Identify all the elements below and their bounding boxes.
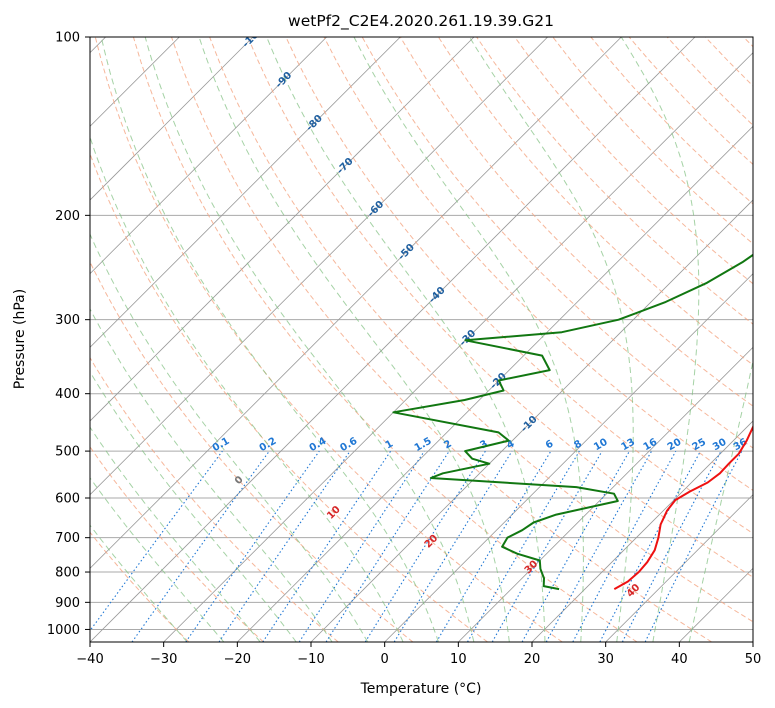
dry-adiabat-line xyxy=(399,37,753,407)
mixing-ratio-line xyxy=(90,450,223,632)
moist-adiabat-line xyxy=(198,37,510,642)
x-tick-label: 30 xyxy=(597,652,614,667)
dry-adiabat-line xyxy=(437,37,753,366)
dry-adiabat-line xyxy=(90,260,414,642)
x-tick-label: −30 xyxy=(150,652,177,667)
dry-adiabat-line xyxy=(90,152,488,642)
mixing-ratio-line xyxy=(185,450,320,642)
plot-frame xyxy=(89,36,754,643)
dry-adiabat-line xyxy=(514,37,753,285)
mixing-ratio-line xyxy=(298,450,425,642)
background-grid xyxy=(90,37,753,642)
y-tick-label: 800 xyxy=(55,566,80,581)
chart-title: wetPf2_C2E4.2020.261.19.39.G21 xyxy=(288,12,554,31)
y-tick-label: 1000 xyxy=(47,623,80,638)
moist-adiabat-line xyxy=(90,232,369,642)
mixing-ratio-line xyxy=(521,450,630,642)
mixing-ratio-label: 4 xyxy=(505,438,517,451)
dry-adiabat-line xyxy=(171,37,712,642)
temperature-line xyxy=(613,424,753,590)
x-tick-label: 10 xyxy=(450,652,467,667)
dry-adiabat-line xyxy=(90,446,264,642)
x-tick-label: −20 xyxy=(224,652,251,667)
y-tick-label: 700 xyxy=(55,531,80,546)
dry-adiabat-line xyxy=(94,37,563,642)
isotherm-line xyxy=(237,125,753,642)
y-axis-ticks: 100 200 300 400 500 600 700 800 900 1000 xyxy=(47,31,90,638)
y-tick-label: 600 xyxy=(55,492,80,507)
dewpoint-line xyxy=(392,253,753,591)
isotherm-line xyxy=(90,37,696,642)
isotherm-line xyxy=(90,37,401,348)
x-tick-label: 50 xyxy=(745,652,762,667)
x-tick-label: 40 xyxy=(671,652,688,667)
sounding-series xyxy=(392,253,753,591)
isotherm-line xyxy=(90,37,475,422)
dry-adiabat-line xyxy=(132,37,638,642)
isotherm-line xyxy=(531,420,753,642)
x-axis-ticks: −40 −30 −20 −10 0 10 20 30 40 50 xyxy=(76,642,761,667)
moist-adiabat-line xyxy=(90,476,225,642)
mixing-ratio-label: 2 xyxy=(442,438,454,451)
moist-adiabat-line xyxy=(620,37,700,642)
isotherm-line xyxy=(605,494,753,642)
y-axis-title: Pressure (hPa) xyxy=(12,289,28,389)
isotherm-line xyxy=(90,37,622,569)
mixing-ratio-label: 3 xyxy=(478,438,490,451)
moist-adiabat-line xyxy=(266,37,546,642)
mixing-ratio-label: 6 xyxy=(544,438,556,451)
dry-adiabat-line xyxy=(90,531,190,642)
dry-adiabat-line xyxy=(361,37,753,449)
moist-adiabat-line xyxy=(100,37,439,642)
mixing-ratio-line xyxy=(131,450,270,642)
x-tick-label: −10 xyxy=(297,652,324,667)
mixing-ratio-label: 1 xyxy=(384,438,396,451)
isotherm-line xyxy=(90,37,548,496)
moist-adiabat-line xyxy=(90,426,261,642)
mixing-ratio-line xyxy=(572,450,677,642)
isotherm-line xyxy=(90,37,254,201)
y-tick-label: 300 xyxy=(55,313,80,328)
mixing-ratio-label: 8 xyxy=(572,438,584,451)
dry-adiabat-line xyxy=(90,356,339,642)
dry-adiabat-line xyxy=(323,37,753,491)
moist-adiabat-line xyxy=(144,37,475,642)
y-tick-label: 400 xyxy=(55,387,80,402)
moist-adiabat-line xyxy=(90,308,333,642)
y-tick-label: 500 xyxy=(55,445,80,460)
x-tick-label: −40 xyxy=(76,652,103,667)
isotherm-line xyxy=(458,346,753,642)
y-tick-label: 100 xyxy=(55,31,80,46)
mixing-ratio-line xyxy=(325,450,450,642)
mixing-ratio-line xyxy=(393,450,513,642)
isotherm-line xyxy=(384,273,753,642)
dry-adiabat-line xyxy=(285,37,753,535)
moist-adiabat-line xyxy=(90,370,297,642)
moist-adiabat-line xyxy=(90,524,188,642)
x-tick-label: 0 xyxy=(381,652,389,667)
dry-adiabat-line xyxy=(247,37,753,578)
moist-adiabat-line xyxy=(688,358,753,642)
x-tick-label: 20 xyxy=(524,652,541,667)
mixing-ratio-line xyxy=(644,450,743,642)
y-tick-label: 200 xyxy=(55,209,80,224)
moist-adiabat-line xyxy=(90,135,404,642)
mixing-ratio-line xyxy=(262,450,392,642)
mixing-ratio-line xyxy=(218,450,351,642)
isotherm-line xyxy=(90,37,327,275)
dry-adiabat-line xyxy=(209,37,753,623)
mixing-ratio-line xyxy=(545,450,653,642)
x-axis-title: Temperature (°C) xyxy=(360,681,482,697)
y-tick-label: 900 xyxy=(55,596,80,611)
